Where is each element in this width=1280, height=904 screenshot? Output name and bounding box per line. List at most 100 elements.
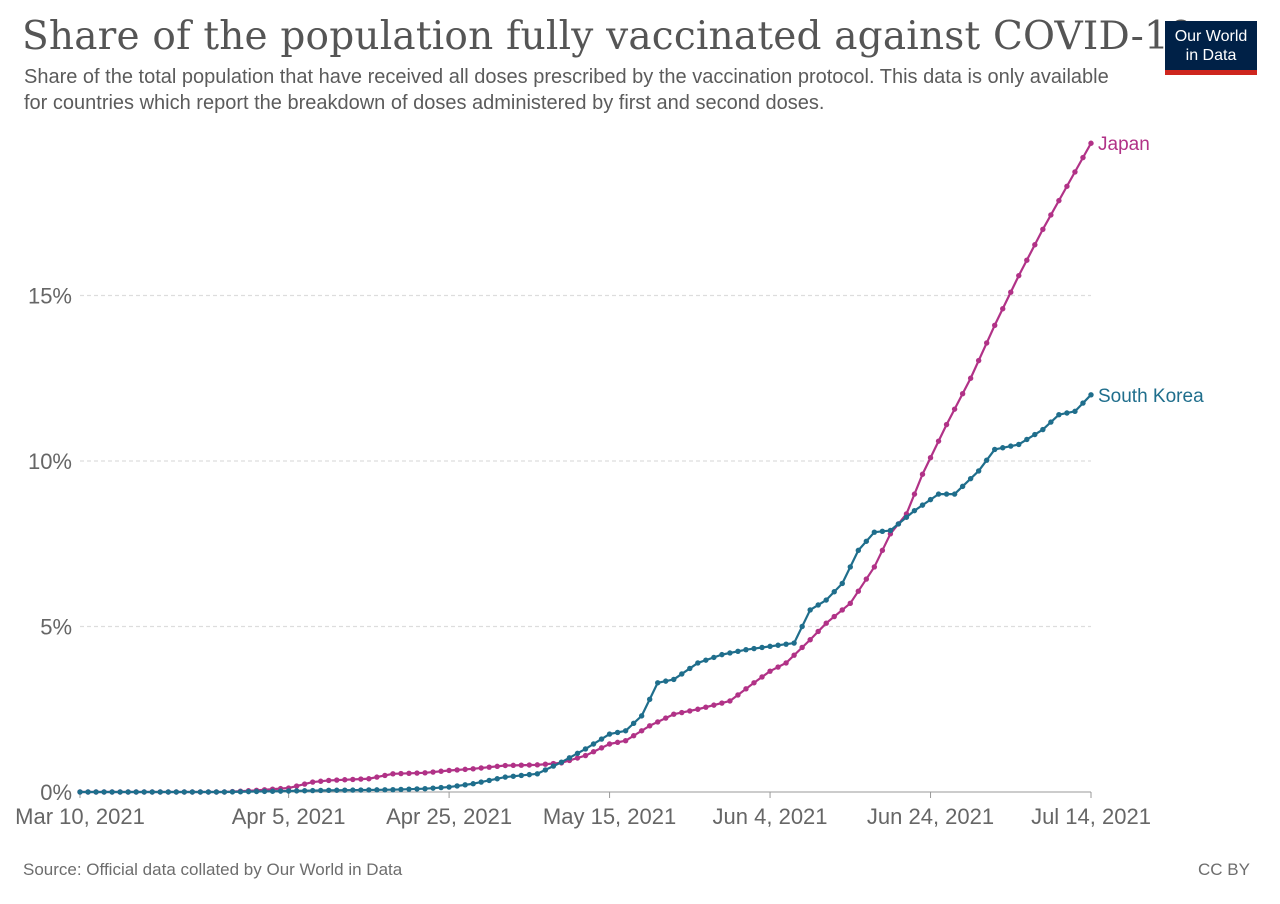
data-point-japan[interactable] (863, 576, 870, 582)
data-point-japan[interactable] (470, 766, 476, 772)
data-point-japan[interactable] (478, 765, 484, 771)
data-point-south-korea[interactable] (1088, 392, 1094, 398)
data-point-south-korea[interactable] (125, 789, 131, 795)
data-point-japan[interactable] (983, 340, 990, 346)
series-line-south-korea[interactable] (80, 394, 1092, 794)
data-point-south-korea[interactable] (1072, 408, 1078, 415)
data-point-japan[interactable] (622, 737, 629, 744)
data-point-japan[interactable] (919, 471, 926, 477)
data-point-south-korea[interactable] (927, 496, 934, 503)
data-point-japan[interactable] (534, 762, 541, 768)
data-point-japan[interactable] (695, 706, 701, 712)
data-point-japan[interactable] (831, 613, 837, 620)
data-point-japan[interactable] (855, 588, 862, 594)
data-point-south-korea[interactable] (687, 665, 693, 672)
data-point-south-korea[interactable] (518, 772, 525, 779)
data-point-south-korea[interactable] (767, 643, 773, 650)
data-point-south-korea[interactable] (751, 645, 757, 652)
data-point-japan[interactable] (390, 771, 396, 777)
data-point-south-korea[interactable] (959, 483, 966, 490)
data-point-japan[interactable] (775, 664, 781, 670)
data-point-japan[interactable] (630, 733, 637, 739)
series-label-japan[interactable]: Japan (1098, 134, 1150, 155)
data-point-japan[interactable] (326, 777, 332, 784)
data-point-south-korea[interactable] (582, 746, 589, 752)
data-point-japan[interactable] (614, 739, 621, 746)
data-point-south-korea[interactable] (414, 786, 420, 792)
data-point-japan[interactable] (309, 779, 316, 785)
data-point-south-korea[interactable] (221, 789, 228, 795)
data-point-south-korea[interactable] (655, 680, 661, 686)
data-point-south-korea[interactable] (213, 789, 220, 795)
data-point-south-korea[interactable] (534, 771, 541, 777)
data-point-south-korea[interactable] (478, 779, 484, 785)
data-point-japan[interactable] (671, 711, 677, 717)
data-point-south-korea[interactable] (590, 741, 597, 747)
data-point-japan[interactable] (542, 761, 549, 767)
data-point-south-korea[interactable] (1016, 441, 1022, 448)
data-point-japan[interactable] (486, 764, 492, 770)
data-point-japan[interactable] (598, 745, 605, 751)
data-point-south-korea[interactable] (334, 787, 340, 793)
data-point-south-korea[interactable] (614, 729, 621, 736)
data-point-south-korea[interactable] (783, 641, 789, 647)
data-point-south-korea[interactable] (935, 491, 942, 497)
data-point-japan[interactable] (911, 491, 918, 497)
data-point-south-korea[interactable] (446, 784, 452, 790)
data-point-japan[interactable] (430, 769, 436, 775)
data-point-south-korea[interactable] (398, 786, 404, 793)
data-point-south-korea[interactable] (943, 491, 950, 497)
data-point-japan[interactable] (358, 776, 364, 782)
data-point-south-korea[interactable] (879, 528, 886, 535)
data-point-south-korea[interactable] (141, 789, 147, 795)
data-point-japan[interactable] (975, 357, 982, 364)
data-point-south-korea[interactable] (382, 787, 388, 793)
data-point-japan[interactable] (494, 763, 500, 770)
data-point-south-korea[interactable] (205, 789, 212, 795)
data-point-south-korea[interactable] (1008, 443, 1014, 449)
data-point-japan[interactable] (1032, 242, 1038, 248)
data-point-south-korea[interactable] (951, 491, 958, 497)
data-point-south-korea[interactable] (101, 789, 107, 795)
data-point-south-korea[interactable] (462, 782, 468, 788)
data-point-south-korea[interactable] (975, 468, 982, 474)
data-point-japan[interactable] (1008, 289, 1014, 295)
data-point-south-korea[interactable] (831, 589, 837, 595)
data-point-japan[interactable] (663, 715, 669, 721)
data-point-south-korea[interactable] (470, 781, 476, 787)
data-point-south-korea[interactable] (261, 788, 268, 795)
data-point-japan[interactable] (590, 749, 597, 755)
data-point-japan[interactable] (1056, 197, 1062, 204)
owid-logo[interactable]: Our World in Data (1165, 21, 1257, 75)
data-point-japan[interactable] (951, 406, 958, 412)
data-point-south-korea[interactable] (646, 696, 653, 703)
data-point-south-korea[interactable] (903, 514, 910, 520)
data-point-south-korea[interactable] (566, 755, 573, 761)
data-point-japan[interactable] (638, 728, 645, 734)
data-point-south-korea[interactable] (887, 527, 894, 534)
data-point-south-korea[interactable] (197, 789, 204, 795)
data-point-japan[interactable] (751, 680, 757, 686)
data-point-south-korea[interactable] (374, 787, 380, 793)
data-point-south-korea[interactable] (558, 759, 565, 765)
data-point-south-korea[interactable] (695, 660, 701, 666)
data-point-japan[interactable] (655, 719, 661, 725)
data-point-japan[interactable] (967, 375, 974, 381)
data-point-south-korea[interactable] (301, 788, 308, 794)
data-point-south-korea[interactable] (502, 774, 508, 780)
data-point-japan[interactable] (791, 652, 797, 658)
data-point-japan[interactable] (438, 768, 444, 774)
data-point-south-korea[interactable] (438, 784, 444, 791)
data-point-japan[interactable] (1064, 183, 1070, 189)
data-point-south-korea[interactable] (622, 728, 629, 734)
data-point-south-korea[interactable] (550, 763, 557, 769)
data-point-japan[interactable] (815, 628, 821, 635)
data-point-south-korea[interactable] (815, 602, 821, 608)
data-point-south-korea[interactable] (1064, 410, 1070, 416)
data-point-south-korea[interactable] (671, 676, 677, 683)
data-point-south-korea[interactable] (149, 789, 155, 795)
data-point-japan[interactable] (767, 668, 773, 674)
data-point-south-korea[interactable] (727, 650, 733, 656)
data-point-south-korea[interactable] (679, 671, 685, 677)
data-point-south-korea[interactable] (93, 789, 99, 795)
